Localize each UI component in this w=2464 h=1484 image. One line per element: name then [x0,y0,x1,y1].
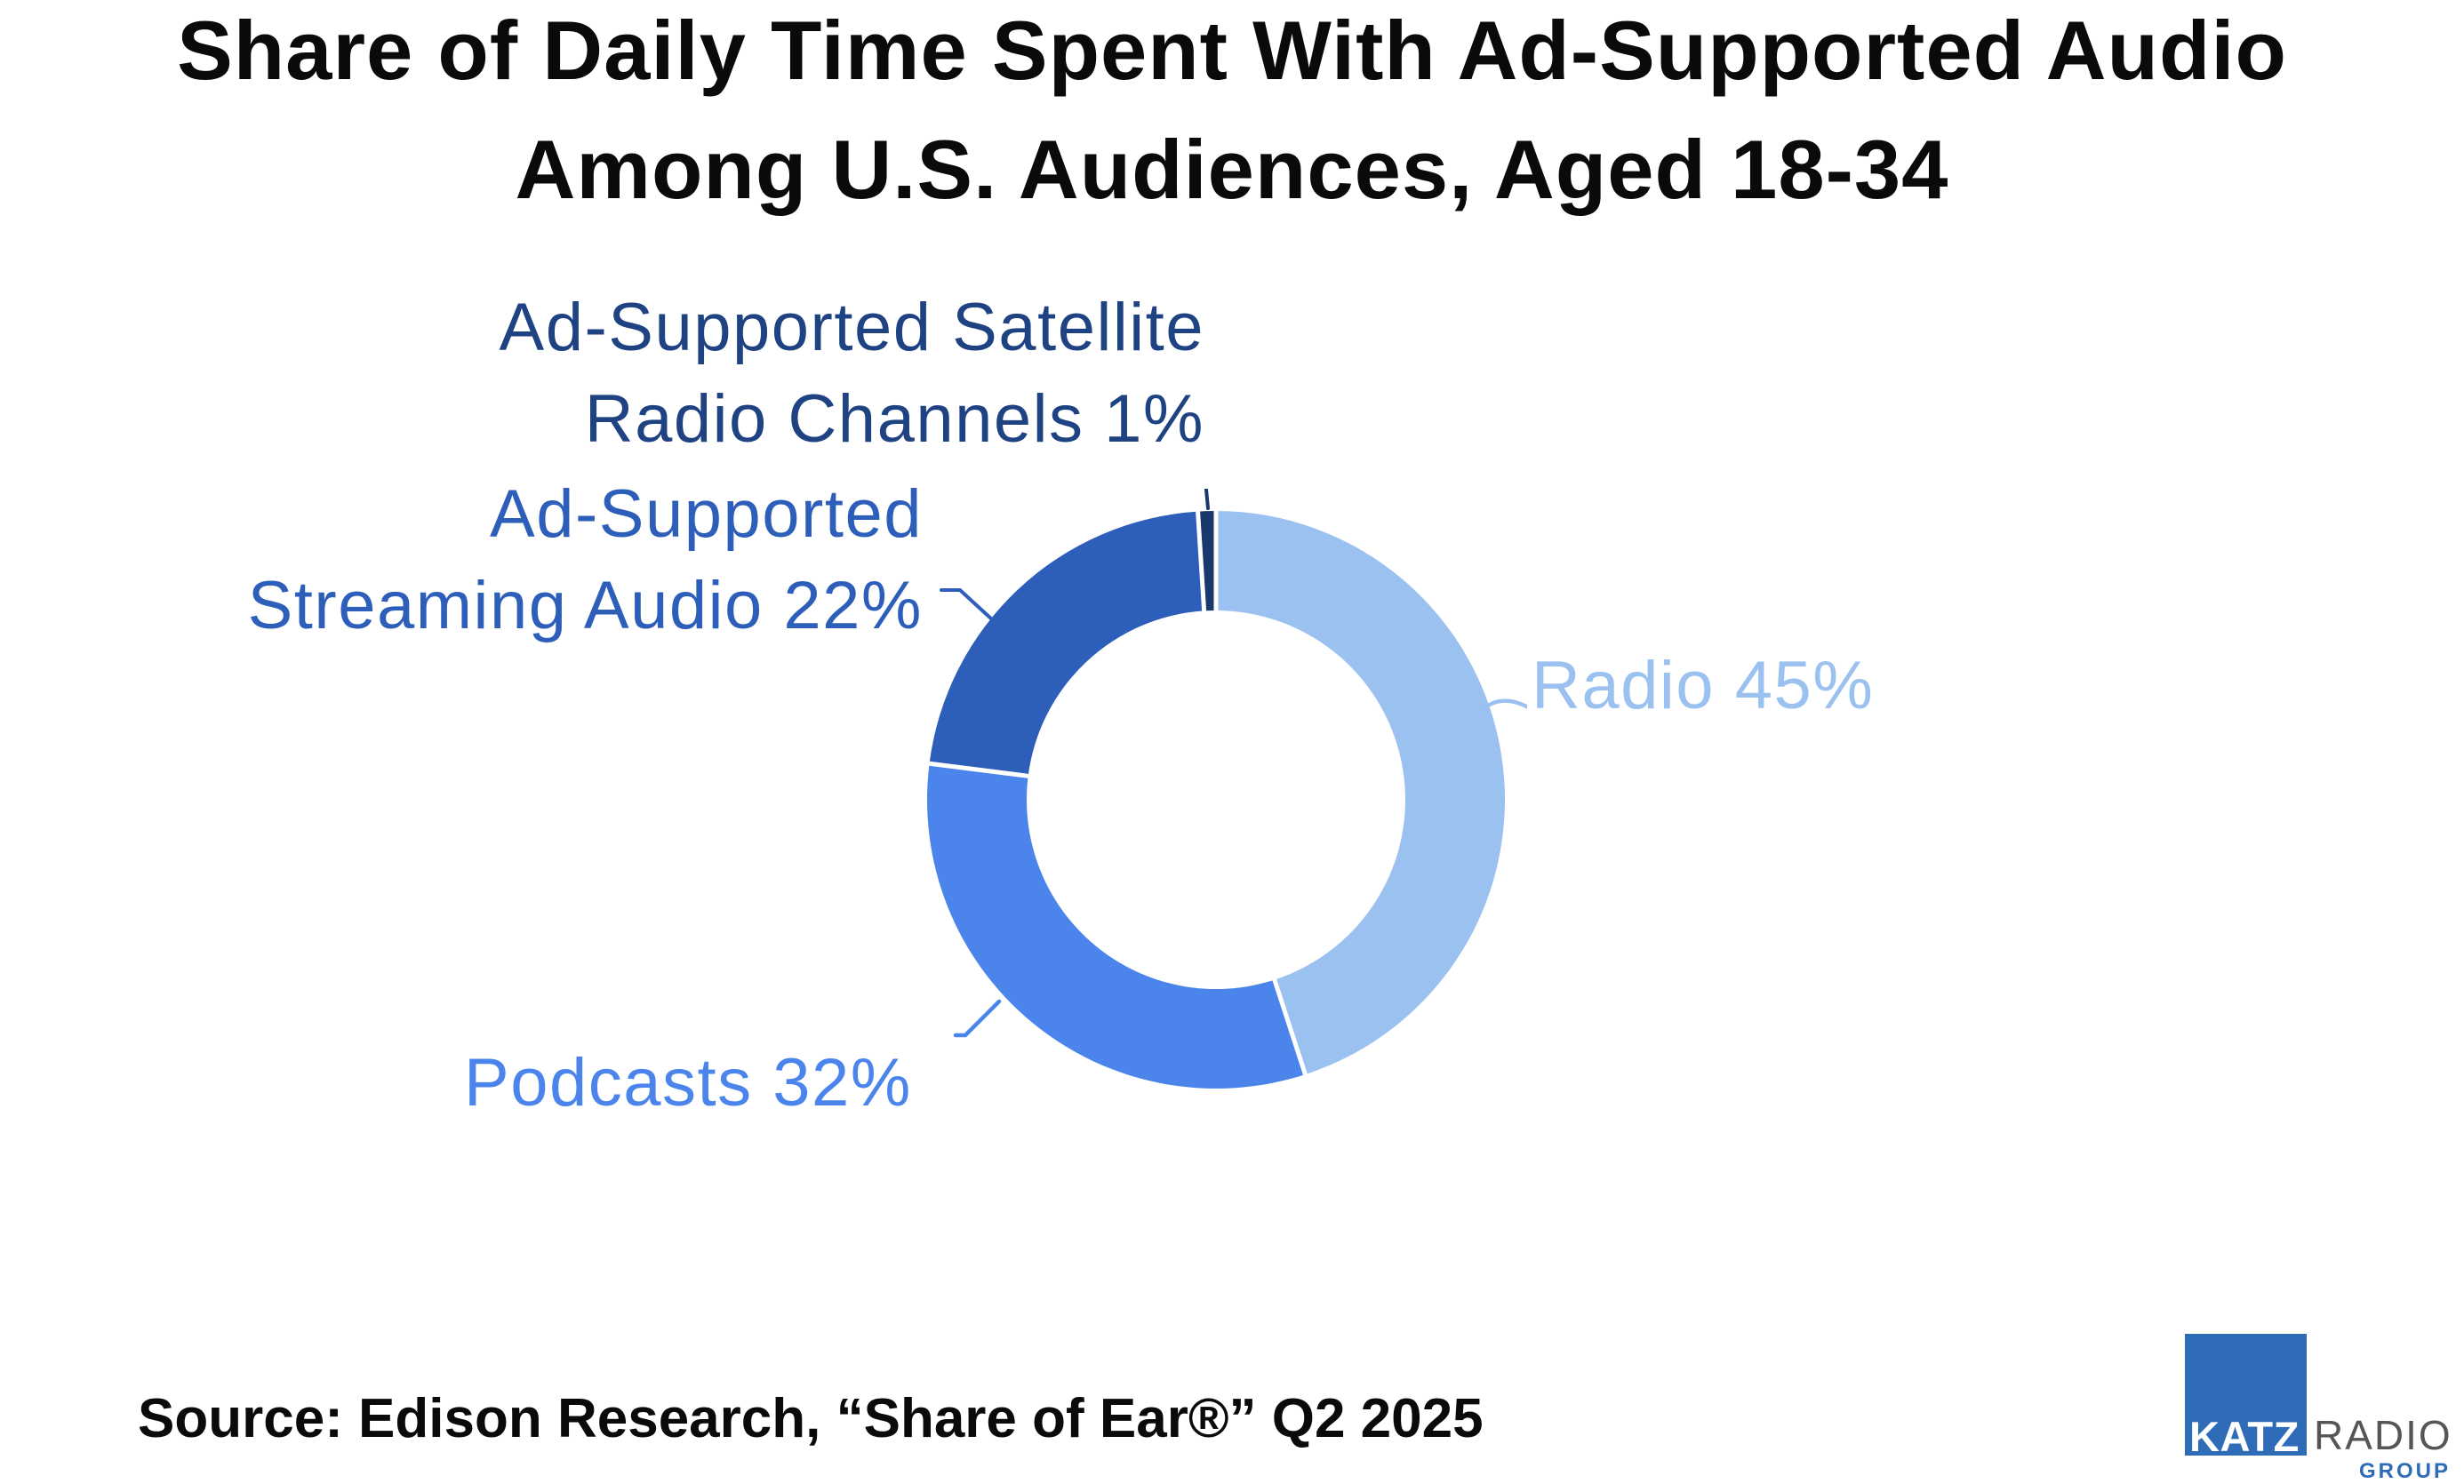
katz-logo-square: KATZ [2185,1334,2307,1460]
chart-title: Share of Daily Time Spent With Ad-Suppor… [0,0,2464,229]
podcasts-leader-line [953,999,1002,1038]
chart-title-line2: Among U.S. Audiences, Aged 18-34 [515,123,1949,216]
callout-satellite-line2: Radio Channels 1% [584,381,1204,457]
satellite-leader-line [1204,489,1210,510]
katz-logo-radio-text: RADIO [2314,1412,2452,1458]
donut-segment-podcasts [927,763,1306,1089]
callout-podcasts: Podcasts 32% [464,1045,912,1121]
callout-streaming: Ad-Supported Streaming Audio 22% [248,468,923,651]
donut-segment-radio [1216,511,1505,1075]
donut-segment-satellite [1197,511,1216,611]
callout-satellite: Ad-Supported Satellite Radio Channels 1% [500,282,1204,465]
callout-satellite-line1: Ad-Supported Satellite [499,290,1204,365]
segment-gap [1271,976,1308,1078]
streaming-leader-line [940,588,995,622]
katz-logo-group-text: GROUP [2358,1459,2451,1483]
segment-gap [926,761,1031,779]
callout-streaming-line1: Ad-Supported [490,476,923,552]
chart-title-line1: Share of Daily Time Spent With Ad-Suppor… [177,4,2287,97]
donut-segment-streaming [929,511,1204,777]
callout-streaming-line2: Streaming Audio 22% [247,568,923,643]
source-note: Source: Edison Research, “Share of Ear®”… [138,1388,1484,1449]
segment-gap [1195,508,1207,614]
callout-radio: Radio 45% [1532,648,1875,723]
katz-logo-katz-text: KATZ [2189,1413,2300,1460]
radio-leader-line [1485,698,1527,710]
donut-chart [926,489,1527,1089]
